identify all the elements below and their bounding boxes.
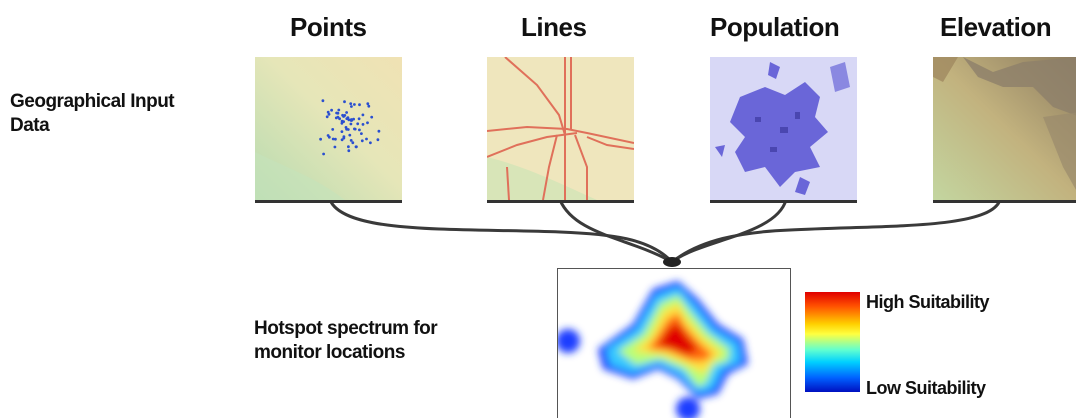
point-marker (326, 134, 330, 137)
point-marker (376, 138, 380, 142)
point-marker (354, 145, 358, 149)
point-marker (352, 117, 355, 121)
point-marker (342, 135, 346, 139)
point-marker (361, 113, 365, 117)
lines-title: Lines (521, 12, 587, 42)
lines-map (487, 57, 634, 203)
point-marker (358, 103, 361, 107)
point-marker (369, 141, 372, 145)
point-marker (348, 133, 352, 137)
point-marker (331, 137, 335, 141)
hotspot-map (557, 268, 791, 418)
point-marker (347, 118, 351, 122)
hotspot-label-line2: monitor locations (254, 342, 405, 363)
input-data-label-line1: Geographical Input (10, 91, 175, 112)
point-marker (321, 99, 325, 103)
point-marker (340, 119, 344, 123)
point-marker (349, 139, 353, 142)
suitability-color-scale (805, 292, 860, 392)
point-marker (319, 137, 322, 141)
low-suitability-label: Low Suitability (866, 378, 986, 398)
point-marker (322, 152, 325, 156)
point-marker (340, 121, 344, 125)
elevation-title: Elevation (940, 12, 1052, 42)
population-map (710, 57, 857, 203)
point-marker (342, 115, 345, 118)
point-marker (370, 115, 374, 119)
point-marker (353, 127, 356, 131)
point-marker (346, 128, 350, 131)
point-marker (350, 105, 353, 108)
point-marker (358, 128, 361, 132)
point-marker (377, 129, 381, 133)
point-marker (361, 123, 365, 126)
point-marker (353, 103, 356, 106)
point-marker (344, 126, 348, 129)
point-marker (367, 104, 371, 108)
point-marker (335, 111, 338, 115)
input-data-label-line2: Data (10, 115, 50, 136)
point-marker (337, 108, 341, 112)
point-marker (360, 132, 363, 135)
points-map (255, 57, 402, 203)
point-marker (340, 130, 344, 133)
input-data-label: Geographical Input Data (10, 90, 175, 138)
point-marker (347, 149, 351, 153)
hotspot-label: Hotspot spectrum for monitor locations (254, 317, 438, 365)
hotspot-label-line1: Hotspot spectrum for (254, 318, 438, 339)
point-marker (325, 115, 329, 119)
point-marker (334, 137, 337, 141)
point-marker (347, 145, 350, 149)
population-title: Population (710, 12, 840, 42)
point-marker (343, 100, 346, 104)
point-marker (340, 138, 344, 142)
point-marker (333, 145, 337, 149)
point-marker (366, 121, 369, 125)
point-marker (334, 116, 338, 120)
point-marker (366, 102, 370, 106)
point-marker (349, 102, 353, 105)
high-suitability-label: High Suitability (866, 292, 990, 312)
points-title: Points (290, 12, 367, 42)
point-marker (351, 141, 355, 145)
point-marker (326, 110, 330, 114)
point-marker (330, 108, 333, 112)
point-marker (331, 128, 335, 131)
point-marker (365, 137, 368, 141)
point-marker (357, 117, 361, 121)
point-marker (345, 111, 348, 114)
point-marker (349, 122, 353, 126)
point-marker (356, 122, 360, 126)
point-marker (360, 139, 364, 143)
point-marker (327, 112, 331, 116)
elevation-map (933, 57, 1076, 203)
